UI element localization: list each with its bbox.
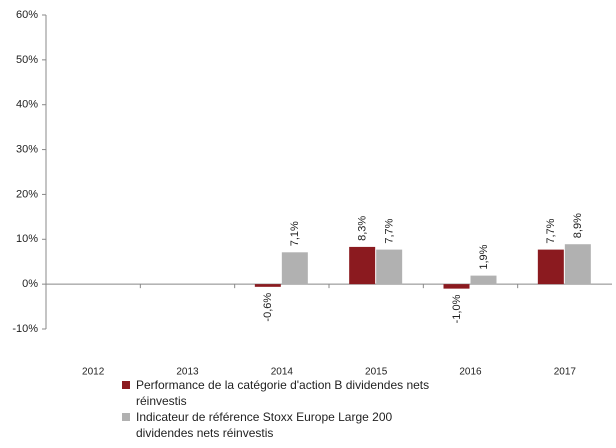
legend-item: Indicateur de référence Stoxx Europe Lar… [122,409,452,441]
legend: Performance de la catégorie d'action B d… [122,377,452,441]
x-tick-label: 2016 [459,367,482,378]
legend-item: Performance de la catégorie d'action B d… [122,377,452,409]
x-tick-label: 2014 [271,367,294,378]
legend-swatch [122,413,130,421]
bar [470,275,497,285]
bar [254,284,281,287]
y-tick-label: 0% [22,278,38,290]
bar [349,246,376,285]
bar [281,252,308,285]
bar [443,284,470,289]
y-tick-label: 60% [16,9,38,21]
data-label: -1,0% [451,294,463,323]
data-label: 7,7% [384,218,396,243]
legend-label: Performance de la catégorie d'action B d… [136,378,430,408]
data-label: -0,6% [262,293,274,322]
bar [564,244,591,285]
y-tick-label: 50% [16,54,38,66]
data-label: 1,9% [478,244,490,269]
bar [537,249,564,285]
x-tick-label: 2015 [365,367,388,378]
y-tick-label: 30% [16,143,38,155]
y-tick-label: 20% [16,188,38,200]
data-label: 8,3% [357,216,369,241]
y-tick-label: -10% [12,323,38,335]
data-label: 7,1% [289,221,301,246]
data-label: 8,9% [572,213,584,238]
legend-swatch [122,381,130,389]
bar [376,249,403,285]
x-tick-label: 2013 [176,367,199,378]
legend-label: Indicateur de référence Stoxx Europe Lar… [136,410,393,440]
y-tick-label: 10% [16,233,38,245]
x-tick-label: 2012 [82,367,105,378]
x-tick-label: 2017 [554,367,577,378]
y-tick-label: 40% [16,99,38,111]
data-label: 7,7% [545,218,557,243]
